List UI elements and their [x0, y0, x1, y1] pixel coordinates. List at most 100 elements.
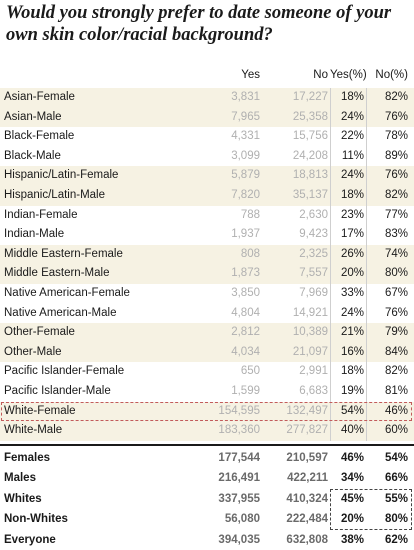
table-row: Hispanic/Latin-Female 5,879 18,813 24% 76% [0, 166, 414, 186]
no-count: 2,630 [299, 208, 328, 221]
row-label: Everyone [4, 533, 56, 546]
yes-percent: 20% [340, 513, 364, 526]
no-percent: 76% [384, 110, 408, 123]
table-row: Black-Male 3,099 24,208 11% 89% [0, 147, 414, 167]
no-percent: 89% [384, 149, 408, 162]
yes-count: 1,599 [231, 385, 260, 397]
no-percent: 82% [384, 189, 408, 201]
row-label: Asian-Male [4, 110, 62, 123]
no-percent: 79% [384, 326, 408, 339]
no-count: 15,756 [292, 130, 328, 143]
row-label: Black-Female [4, 130, 75, 143]
yes-percent: 46% [340, 452, 364, 464]
table-row: Other-Female 2,812 10,389 21% 79% [0, 323, 414, 343]
yes-percent: 38% [340, 533, 364, 546]
no-count: 2,325 [299, 247, 328, 260]
yes-percent: 18% [340, 91, 364, 103]
table-row: Asian-Female 3,831 17,227 18% 82% [0, 88, 414, 108]
no-count: 422,211 [287, 472, 328, 485]
yes-count: 4,331 [231, 130, 260, 143]
yes-percent: 24% [340, 169, 364, 182]
no-percent: 74% [384, 247, 408, 260]
no-count: 6,683 [299, 385, 328, 397]
no-count: 410,324 [286, 492, 328, 505]
table-row: Other-Male 4,034 21,097 16% 84% [0, 342, 414, 363]
yes-percent: 18% [340, 189, 364, 201]
row-label: Whites [4, 492, 42, 505]
yes-count: 56,080 [224, 513, 260, 526]
table-row: Indian-Female 788 2,630 23% 77% [0, 206, 414, 226]
table-row: Hispanic/Latin-Male 7,820 35,137 18% 82% [0, 186, 414, 206]
table-row: Indian-Male 1,937 9,423 17% 83% [0, 225, 414, 245]
yes-count: 5,879 [231, 169, 260, 182]
no-percent: 78% [384, 130, 408, 143]
row-label: Males [4, 472, 36, 485]
column-header-no: No [313, 69, 328, 81]
yes-count: 3,099 [231, 149, 260, 162]
column-header-yes: Yes [241, 69, 260, 81]
row-label: Native American-Female [4, 287, 130, 299]
yes-percent: 24% [340, 306, 364, 319]
yes-percent: 33% [340, 287, 364, 299]
summary-row: Females 177,544 210,597 46% 54% [0, 448, 414, 468]
yes-percent: 20% [340, 267, 364, 280]
table-row: Asian-Male 7,965 25,358 24% 76% [0, 107, 414, 128]
no-percent: 76% [384, 306, 408, 319]
yes-count: 3,850 [231, 287, 260, 299]
yes-count: 1,873 [231, 267, 260, 280]
no-count: 14,921 [292, 306, 328, 319]
no-percent: 84% [384, 345, 408, 358]
yes-count: 7,820 [231, 189, 260, 201]
column-divider [366, 88, 367, 441]
summary-row: Males 216,491 422,211 34% 66% [0, 468, 414, 488]
no-percent: 55% [384, 492, 408, 505]
row-label: Hispanic/Latin-Male [4, 189, 105, 201]
row-label: Indian-Male [4, 228, 65, 241]
summary-row: Whites 337,955 410,324 45% 55% [0, 489, 414, 509]
no-count: 17,227 [292, 91, 328, 103]
no-count: 24,208 [292, 149, 328, 162]
no-count: 277,827 [286, 424, 328, 437]
yes-percent: 40% [340, 424, 364, 437]
no-count: 25,358 [292, 110, 328, 123]
yes-count: 2,812 [231, 326, 260, 339]
row-label: Pacific Islander-Female [4, 365, 125, 378]
no-count: 132,497 [286, 404, 328, 417]
column-divider [330, 88, 331, 441]
no-percent: 62% [384, 533, 408, 546]
summary-row: Everyone 394,035 632,808 38% 62% [0, 530, 414, 550]
row-label: Pacific Islander-Male [4, 385, 111, 397]
no-percent: 67% [384, 287, 408, 299]
table-row: Pacific Islander-Female 650 2,991 18% 82% [0, 362, 414, 382]
row-label: Non-Whites [4, 513, 68, 526]
yes-count: 4,034 [231, 345, 260, 358]
row-label: Middle Eastern-Male [4, 267, 110, 280]
page-title: Would you strongly prefer to date someon… [6, 3, 392, 45]
yes-count: 4,804 [231, 306, 260, 319]
yes-count: 808 [240, 247, 260, 260]
table-row: Middle Eastern-Female 808 2,325 26% 74% [0, 244, 414, 265]
yes-percent: 17% [340, 228, 364, 241]
no-count: 21,097 [292, 345, 328, 358]
table-row: Middle Eastern-Male 1,873 7,557 20% 80% [0, 264, 414, 284]
row-label: Black-Male [4, 149, 61, 162]
table-row: Pacific Islander-Male 1,599 6,683 19% 81% [0, 382, 414, 402]
no-percent: 81% [384, 385, 408, 397]
no-percent: 82% [384, 91, 408, 103]
yes-count: 337,955 [218, 492, 260, 505]
yes-percent: 24% [340, 110, 364, 123]
yes-count: 650 [240, 365, 260, 378]
row-label: Hispanic/Latin-Female [4, 169, 119, 182]
no-percent: 54% [384, 452, 408, 464]
yes-percent: 16% [340, 345, 364, 358]
no-count: 18,813 [292, 169, 328, 182]
yes-count: 1,937 [231, 228, 260, 241]
no-count: 2,991 [299, 365, 328, 378]
no-percent: 76% [384, 169, 408, 182]
yes-percent: 18% [340, 365, 364, 378]
row-label: Females [4, 452, 51, 464]
summary-row: Non-Whites 56,080 222,484 20% 80% [0, 509, 414, 529]
table-row: White-Male 183,360 277,827 40% 60% [0, 421, 414, 441]
row-label: White-Male [4, 424, 63, 437]
